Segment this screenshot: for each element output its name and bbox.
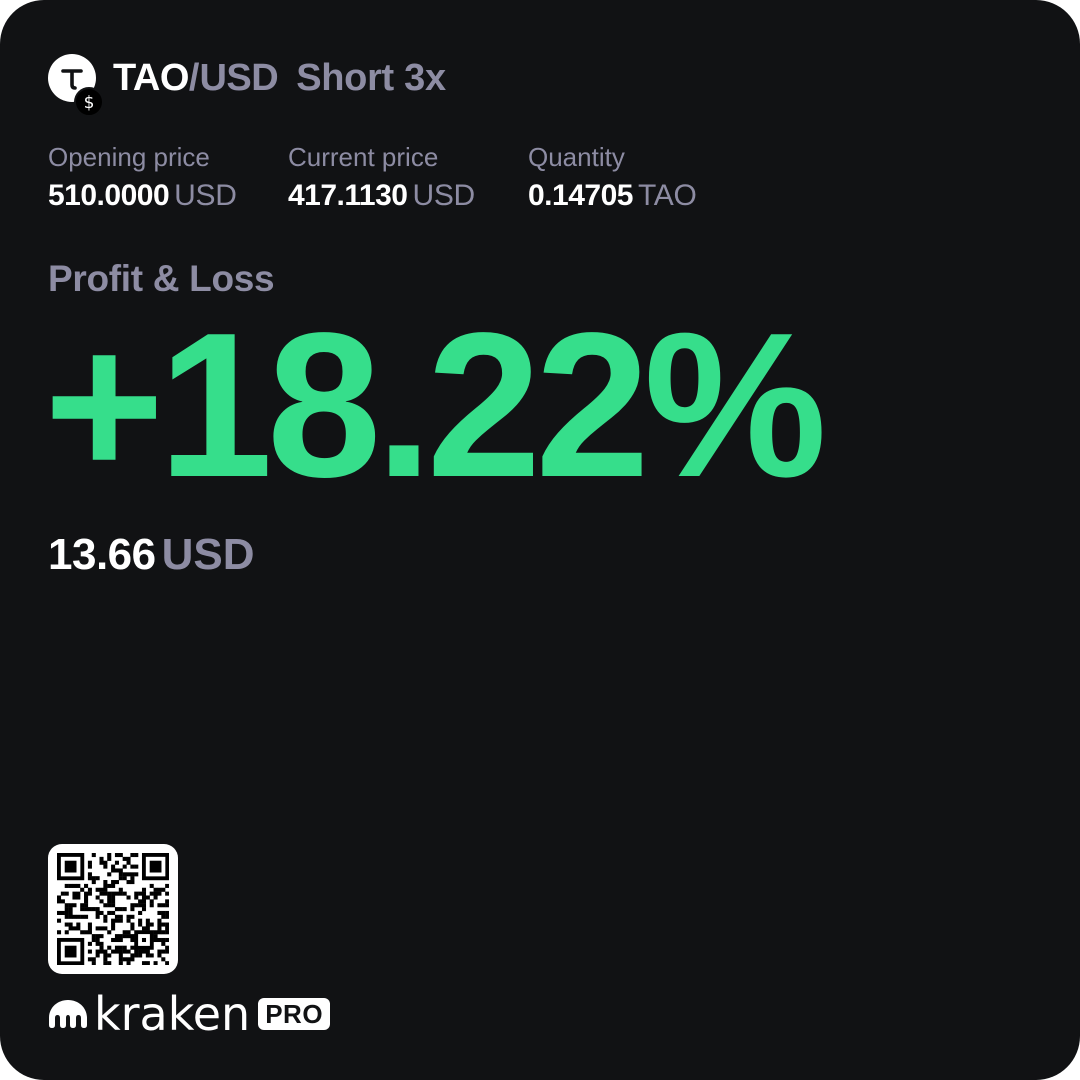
stat-value: 0.14705 TAO — [528, 178, 697, 219]
stat-value: 510.0000 USD — [48, 178, 264, 219]
current-price-unit: USD — [412, 179, 475, 212]
current-price-value: 417.1130 — [288, 179, 408, 212]
stat-label: Opening price — [48, 142, 210, 172]
pair-quote: USD — [199, 56, 279, 99]
pnl-amount-value: 13.66 — [48, 530, 156, 579]
pair-separator: / — [188, 56, 200, 99]
stat-quantity: Quantity 0.14705 TAO — [528, 140, 697, 219]
stat-label: Current price — [288, 142, 439, 172]
quantity-unit: TAO — [637, 179, 697, 212]
pnl-percent: +18.22% — [44, 290, 827, 520]
opening-price-value: 510.0000 — [48, 179, 170, 212]
tao-coin-icon — [48, 54, 96, 102]
pnl-amount: 13.66 USD — [48, 530, 255, 590]
pnl-amount-unit: USD — [161, 530, 255, 579]
usd-coin-icon: $ — [74, 87, 104, 117]
stat-current-price: Current price 417.1130 USD — [288, 140, 504, 219]
brand-name: kraken — [94, 987, 251, 1041]
pnl-label: Profit & Loss — [48, 258, 275, 299]
position-stats: Opening price 510.0000 USD Current price … — [48, 140, 721, 219]
stat-label: Quantity — [528, 142, 625, 172]
brand-logo: kraken PRO — [48, 987, 331, 1041]
quantity-value: 0.14705 — [528, 179, 633, 212]
opening-price-unit: USD — [174, 179, 237, 212]
pair-header: $ TAO / USD Short 3x — [48, 50, 446, 117]
stat-opening-price: Opening price 510.0000 USD — [48, 140, 264, 219]
pair-base: TAO — [113, 56, 189, 99]
coin-icons: $ — [48, 54, 104, 117]
svg-text:$: $ — [84, 93, 95, 113]
stat-value: 417.1130 USD — [288, 178, 504, 219]
position-type: Short 3x — [296, 56, 446, 99]
qr-code-icon — [48, 844, 178, 974]
kraken-logo-icon — [49, 1000, 87, 1028]
brand-pro-badge: PRO — [258, 998, 331, 1030]
